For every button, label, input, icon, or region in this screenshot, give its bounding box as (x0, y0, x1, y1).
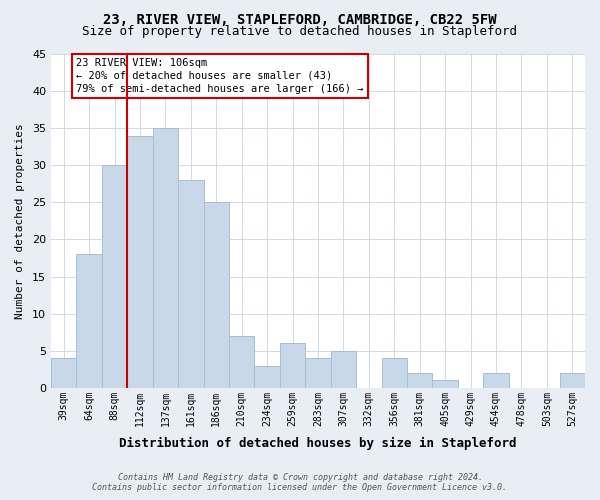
Bar (280, 344, 305, 388)
Bar (407, 373, 433, 388)
Bar (127, 136, 152, 388)
Text: Size of property relative to detached houses in Stapleford: Size of property relative to detached ho… (83, 25, 517, 38)
Bar (331, 350, 356, 388)
Text: 23 RIVER VIEW: 106sqm
← 20% of detached houses are smaller (43)
79% of semi-deta: 23 RIVER VIEW: 106sqm ← 20% of detached … (76, 58, 364, 94)
Bar (229, 336, 254, 388)
Bar (51, 358, 76, 388)
Bar (433, 380, 458, 388)
X-axis label: Distribution of detached houses by size in Stapleford: Distribution of detached houses by size … (119, 437, 517, 450)
Text: 23, RIVER VIEW, STAPLEFORD, CAMBRIDGE, CB22 5FW: 23, RIVER VIEW, STAPLEFORD, CAMBRIDGE, C… (103, 12, 497, 26)
Bar (483, 373, 509, 388)
Bar (102, 166, 127, 388)
Bar (152, 128, 178, 388)
Bar (382, 358, 407, 388)
Bar (178, 180, 203, 388)
Bar (76, 254, 102, 388)
Bar (254, 366, 280, 388)
Bar (203, 202, 229, 388)
Y-axis label: Number of detached properties: Number of detached properties (15, 123, 25, 319)
Text: Contains HM Land Registry data © Crown copyright and database right 2024.
Contai: Contains HM Land Registry data © Crown c… (92, 473, 508, 492)
Bar (305, 358, 331, 388)
Bar (560, 373, 585, 388)
